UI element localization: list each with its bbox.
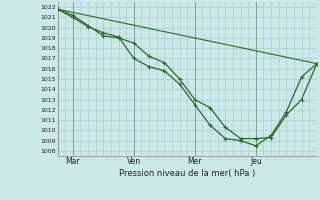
X-axis label: Pression niveau de la mer( hPa ): Pression niveau de la mer( hPa ) (119, 169, 255, 178)
